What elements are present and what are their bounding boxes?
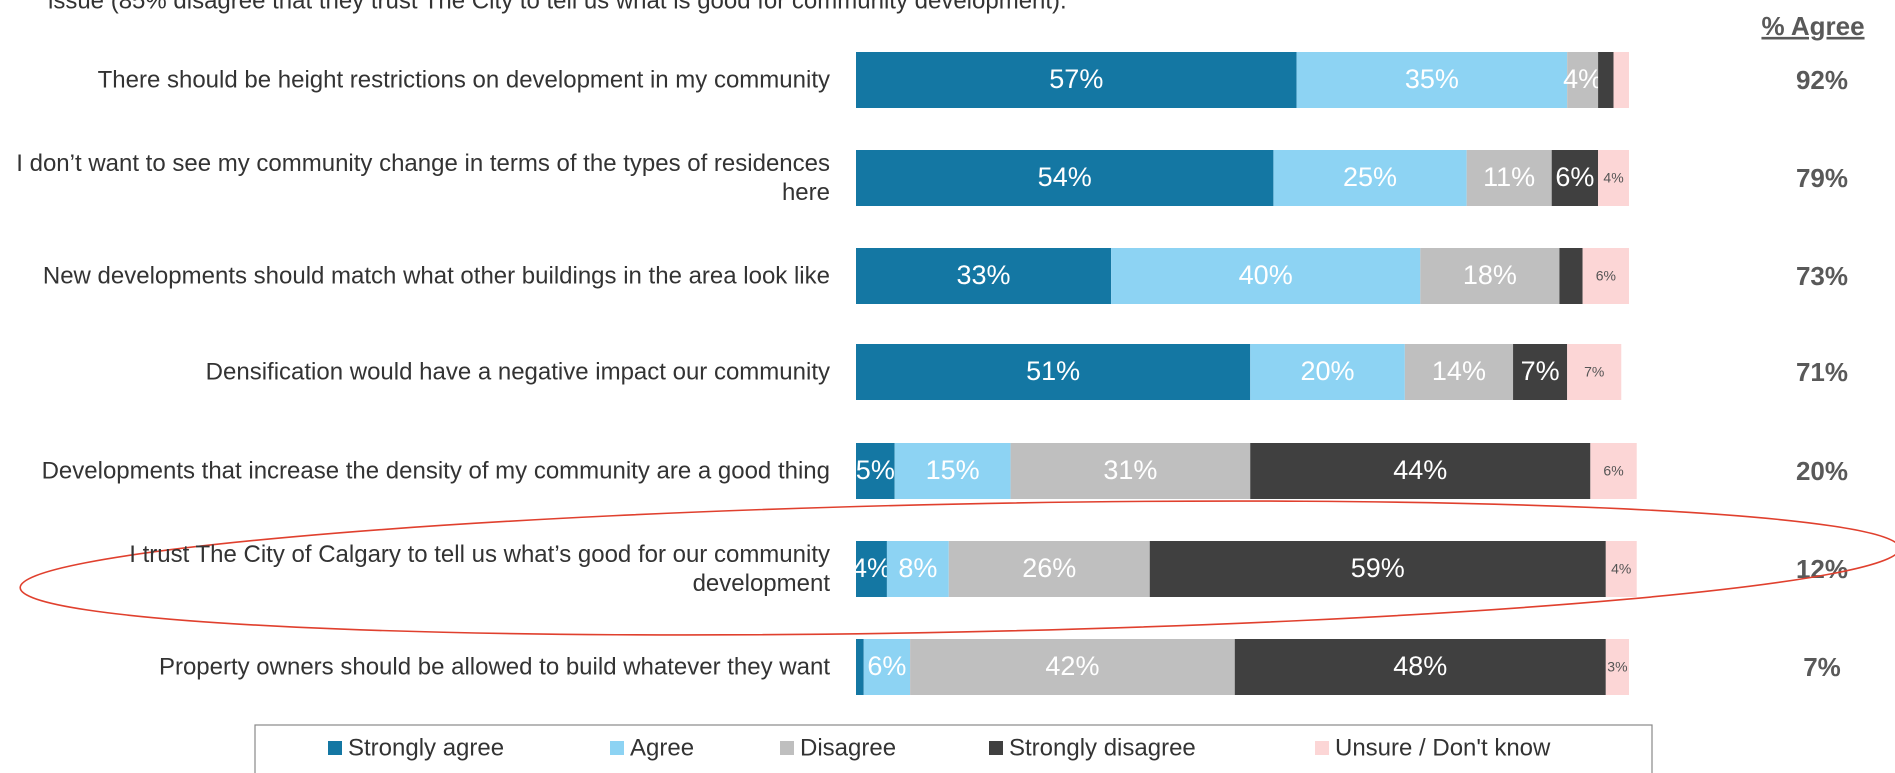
- category-label: New developments should match what other…: [42, 262, 830, 290]
- value-label: 44%: [1393, 455, 1447, 485]
- value-label: 6%: [1555, 162, 1594, 192]
- agree-value: 79%: [1796, 163, 1848, 193]
- bar-segment: [1296, 52, 1568, 108]
- bar-segment: [856, 443, 895, 499]
- value-label: 33%: [957, 260, 1011, 290]
- bar-segment: [856, 52, 1297, 108]
- bar-segment: [1250, 443, 1591, 499]
- bar-segment: [894, 443, 1011, 499]
- legend-swatch: [610, 741, 624, 755]
- value-label: 26%: [1022, 553, 1076, 583]
- value-label: 54%: [1038, 162, 1092, 192]
- value-label: 14%: [1432, 356, 1486, 386]
- bar-segment: [856, 639, 864, 695]
- bar-segment: [948, 541, 1150, 597]
- bar-segment: [1590, 443, 1637, 499]
- bar-segment: [1513, 344, 1568, 400]
- bar-segment: [1605, 541, 1637, 597]
- value-label: 6%: [1603, 463, 1623, 479]
- bar-segment: [1567, 52, 1599, 108]
- bar-segment: [1404, 344, 1514, 400]
- legend-swatch: [989, 741, 1003, 755]
- bar-segment: [1234, 639, 1606, 695]
- category-label: I trust The City of Calgary to tell us w…: [129, 541, 830, 597]
- value-label: 7%: [1521, 356, 1560, 386]
- bar-segment: [1582, 248, 1629, 304]
- legend-label: Strongly disagree: [1009, 734, 1196, 761]
- legend-label: Disagree: [800, 734, 896, 761]
- value-label: 11%: [1483, 162, 1535, 192]
- category-label: There should be height restrictions on d…: [97, 66, 830, 94]
- value-label: 25%: [1343, 162, 1397, 192]
- value-label: 42%: [1045, 651, 1099, 681]
- value-label: 35%: [1405, 64, 1459, 94]
- legend-label: Unsure / Don't know: [1335, 734, 1551, 761]
- legend-label: Agree: [630, 734, 694, 761]
- bar-segment: [1598, 52, 1614, 108]
- highlight-ellipse: [19, 500, 1895, 636]
- bar-segment: [863, 639, 911, 695]
- bar-segment: [1466, 150, 1552, 206]
- category-label: Densification would have a negative impa…: [205, 358, 830, 386]
- value-label: 15%: [926, 455, 980, 485]
- value-label: 57%: [1049, 64, 1103, 94]
- agree-value: 7%: [1803, 652, 1841, 682]
- value-label: 7%: [1584, 364, 1604, 380]
- bar-segment: [886, 541, 949, 597]
- value-label: 51%: [1026, 356, 1080, 386]
- bar-segment: [1605, 639, 1629, 695]
- bar-segment: [856, 344, 1251, 400]
- value-label: 6%: [867, 651, 906, 681]
- bar-segment: [1598, 150, 1629, 206]
- value-label: 4%: [1563, 64, 1602, 94]
- bar-segment: [856, 150, 1274, 206]
- value-label: 20%: [1301, 356, 1355, 386]
- bar-segment: [856, 541, 887, 597]
- value-label: 5%: [856, 455, 895, 485]
- value-label: 4%: [1603, 170, 1623, 186]
- bar-segment: [1613, 52, 1629, 108]
- bar-segment: [1250, 344, 1405, 400]
- bar-segment: [1551, 150, 1599, 206]
- value-label: 40%: [1239, 260, 1293, 290]
- value-label: 4%: [1611, 561, 1631, 577]
- bar-segment: [1559, 248, 1583, 304]
- bar-segment: [856, 248, 1112, 304]
- category-label: Developments that increase the density o…: [41, 457, 830, 485]
- bar-segment: [1149, 541, 1606, 597]
- value-label: 3%: [1607, 659, 1627, 675]
- agree-value: 73%: [1796, 261, 1848, 291]
- legend-swatch: [328, 741, 342, 755]
- bar-segment: [1111, 248, 1421, 304]
- subtitle: issue (85% disagree that they trust The …: [48, 0, 1067, 14]
- legend-box: [254, 724, 1653, 773]
- value-label: 18%: [1463, 260, 1517, 290]
- category-label: Property owners should be allowed to bui…: [158, 653, 830, 681]
- agree-value: 71%: [1796, 357, 1848, 387]
- value-label: 6%: [1596, 268, 1616, 284]
- value-label: 59%: [1351, 553, 1405, 583]
- bar-segment: [910, 639, 1235, 695]
- value-label: 48%: [1393, 651, 1447, 681]
- legend-label: Strongly agree: [348, 734, 504, 761]
- agree-value: 20%: [1796, 456, 1848, 486]
- category-label: I don’t want to see my community change …: [16, 150, 830, 206]
- agree-value: 92%: [1796, 65, 1848, 95]
- bar-segment: [1567, 344, 1622, 400]
- value-label: 4%: [852, 553, 891, 583]
- legend-swatch: [1315, 741, 1329, 755]
- bar-segment: [1273, 150, 1467, 206]
- legend-swatch: [780, 741, 794, 755]
- bar-segment: [1010, 443, 1251, 499]
- value-label: 8%: [898, 553, 937, 583]
- bar-segment: [1420, 248, 1560, 304]
- agree-header: % Agree: [1761, 11, 1864, 41]
- value-label: 31%: [1103, 455, 1157, 485]
